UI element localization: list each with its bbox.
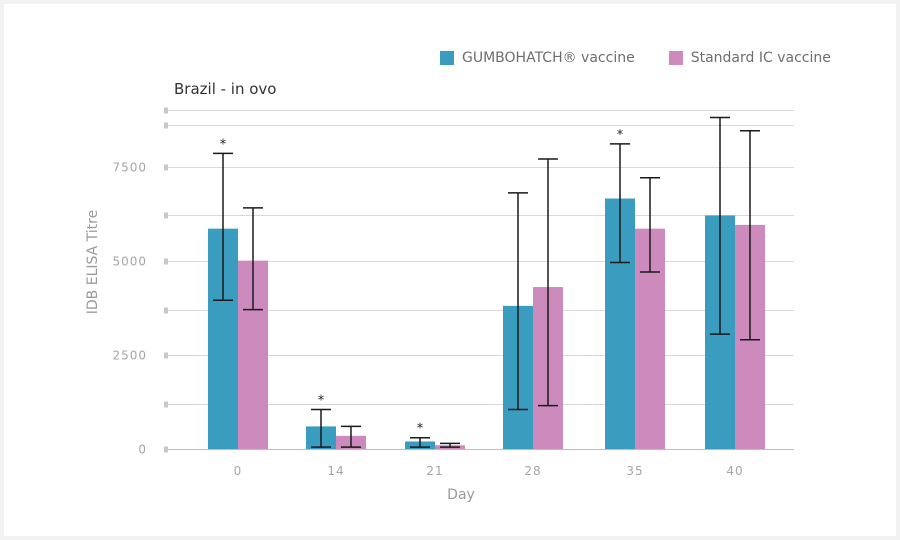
y-tick-mark [164,212,168,219]
x-tick-label: 35 [626,464,643,478]
chart-legend: GUMBOHATCH® vaccine Standard IC vaccine [440,50,865,66]
y-tick-mark [164,258,168,265]
legend-swatch-standard-ic [668,51,683,65]
x-tick-label: 14 [327,464,344,478]
x-tick-label: 28 [524,464,541,478]
y-tick-mark [164,352,168,359]
y-tick-label: 7500 [112,161,147,175]
significance-star: * [617,128,624,143]
legend-item-standard-ic: Standard IC vaccine [668,50,831,66]
y-tick-mark [164,122,168,129]
significance-star: * [318,393,325,408]
x-tick-label: 21 [426,464,443,478]
legend-label-gumbohatch: GUMBOHATCH® vaccine [462,50,635,66]
y-tick-label: 0 [138,443,147,457]
y-tick-mark [164,401,168,408]
x-tick-label: 0 [234,464,243,478]
legend-label-standard-ic: Standard IC vaccine [690,50,831,66]
x-tick-label: 40 [726,464,743,478]
significance-star: * [220,137,227,152]
y-tick-mark [164,307,168,314]
legend-swatch-gumbohatch [440,51,454,65]
chart-title: Brazil - in ovo [174,80,277,98]
significance-star: * [417,422,424,437]
y-tick-mark [164,107,168,114]
x-axis-label: Day [447,487,475,503]
y-tick-label: 2500 [112,349,147,363]
y-tick-mark [164,164,168,171]
y-tick-label: 5000 [112,255,147,269]
legend-item-gumbohatch: GUMBOHATCH® vaccine [440,50,635,66]
y-tick-mark [164,446,168,453]
